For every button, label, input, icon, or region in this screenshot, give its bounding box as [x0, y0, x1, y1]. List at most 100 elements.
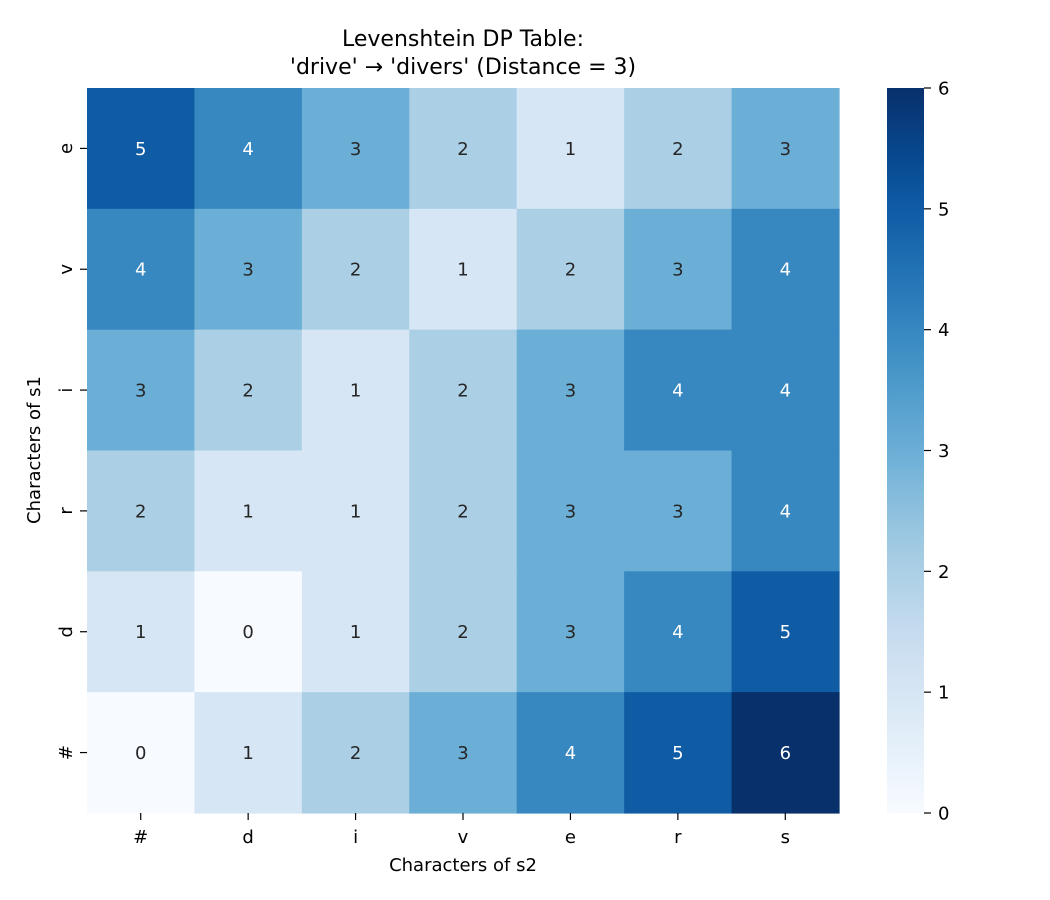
- cell-value-label: 3: [780, 139, 791, 160]
- cell-value-label: 5: [780, 622, 791, 643]
- heatmap-cell: [624, 450, 733, 572]
- heatmap-cell: [301, 450, 410, 572]
- cell-value-label: 1: [350, 501, 361, 522]
- cell-value-label: 4: [565, 743, 576, 764]
- y-tick-label: i: [56, 388, 77, 393]
- cell-value-label: 5: [672, 743, 683, 764]
- cell-value-label: 3: [672, 260, 683, 281]
- heatmap-cell: [624, 329, 733, 452]
- cell-value-label: 3: [672, 501, 683, 522]
- cell-value-label: 4: [780, 260, 791, 281]
- heatmap-cell: [624, 208, 733, 331]
- y-tick-label: v: [56, 264, 77, 275]
- colorbar-tick-label: 6: [938, 79, 949, 100]
- heatmap-cell: [301, 571, 410, 693]
- heatmap-cell: [731, 571, 840, 693]
- heatmap-cell: [194, 571, 303, 693]
- x-tick-label: i: [353, 827, 358, 848]
- cell-value-label: 3: [457, 743, 468, 764]
- colorbar-tick-label: 2: [938, 562, 949, 583]
- cell-value-label: 4: [135, 260, 146, 281]
- chart-title-line-1: Levenshtein DP Table:: [342, 27, 584, 52]
- x-tick-label: v: [458, 827, 469, 848]
- heatmap-cell: [731, 692, 840, 814]
- heatmap-cell: [194, 329, 303, 452]
- cell-value-label: 2: [457, 622, 468, 643]
- cell-value-label: 4: [242, 139, 253, 160]
- y-axis-ticks: e v i r d #: [56, 143, 87, 760]
- chart-title-line-2: 'drive' → 'divers' (Distance = 3): [290, 55, 636, 80]
- heatmap-cell: [409, 692, 518, 814]
- cell-value-label: 2: [457, 381, 468, 402]
- heatmap-cell: [731, 208, 840, 331]
- heatmap-cell: [87, 571, 196, 693]
- cell-value-label: 2: [565, 260, 576, 281]
- heatmap-cell: [624, 88, 733, 210]
- colorbar-tick-label: 0: [938, 804, 949, 825]
- x-tick-label: e: [565, 827, 576, 848]
- cell-value-label: 6: [780, 743, 791, 764]
- colorbar: [887, 88, 924, 813]
- cell-value-label: 5: [135, 139, 146, 160]
- cell-value-label: 1: [565, 139, 576, 160]
- cell-value-label: 3: [565, 501, 576, 522]
- cell-value-label: 3: [565, 381, 576, 402]
- heatmap-cell: [409, 571, 518, 693]
- x-axis-label: Characters of s2: [389, 855, 537, 876]
- heatmap-cell: [301, 329, 410, 452]
- heatmap-cell: [516, 88, 625, 210]
- x-tick-label: #: [133, 827, 148, 848]
- cell-value-label: 3: [135, 381, 146, 402]
- heatmap-cell: [194, 88, 303, 210]
- cell-value-label: 2: [242, 381, 253, 402]
- heatmap-cell: [731, 329, 840, 452]
- colorbar-tick-label: 4: [938, 320, 949, 341]
- colorbar-ticks: 0 1 2 3 4 5 6: [924, 79, 949, 825]
- cell-value-label: 4: [672, 381, 683, 402]
- cell-value-label: 2: [457, 139, 468, 160]
- y-tick-label: r: [56, 507, 77, 515]
- x-tick-label: d: [242, 827, 253, 848]
- heatmap-cell: [87, 208, 196, 331]
- cell-value-label: 3: [565, 622, 576, 643]
- y-tick-label: #: [56, 745, 77, 760]
- colorbar-tick-label: 5: [938, 199, 949, 220]
- heatmap-cell: [409, 450, 518, 572]
- cell-value-label: 1: [135, 622, 146, 643]
- heatmap-cell: [516, 450, 625, 572]
- heatmap-cell: [301, 208, 410, 331]
- heatmap-cell: [624, 571, 733, 693]
- heatmap-cell: [516, 692, 625, 814]
- heatmap-cell: [87, 88, 196, 210]
- cell-value-label: 1: [350, 622, 361, 643]
- heatmap-cell: [301, 88, 410, 210]
- cell-value-label: 2: [350, 743, 361, 764]
- cell-value-label: 4: [780, 381, 791, 402]
- heatmap-cell: [194, 208, 303, 331]
- heatmap-cell: [409, 88, 518, 210]
- x-tick-label: s: [781, 827, 790, 848]
- heatmap-cell: [87, 329, 196, 452]
- heatmap-cell: [409, 329, 518, 452]
- heatmap-cell: [87, 692, 196, 814]
- heatmap-cell: [194, 450, 303, 572]
- heatmap-cell: [516, 329, 625, 452]
- heatmap-cell: [409, 208, 518, 331]
- cell-value-label: 1: [457, 260, 468, 281]
- cell-value-label: 2: [457, 501, 468, 522]
- cell-value-label: 1: [350, 381, 361, 402]
- heatmap-cell: [731, 88, 840, 210]
- heatmap-cell: [624, 692, 733, 814]
- colorbar-tick-label: 3: [938, 441, 949, 462]
- heatmap-cell: [516, 571, 625, 693]
- cell-value-label: 2: [350, 260, 361, 281]
- cell-value-label: 0: [135, 743, 146, 764]
- heatmap-cell: [516, 208, 625, 331]
- cell-value-label: 0: [242, 622, 253, 643]
- heatmap-cell: [87, 450, 196, 572]
- y-tick-label: e: [56, 143, 77, 154]
- y-axis-label: Characters of s1: [24, 376, 45, 524]
- heatmap-cell: [301, 692, 410, 814]
- cell-value-label: 4: [780, 501, 791, 522]
